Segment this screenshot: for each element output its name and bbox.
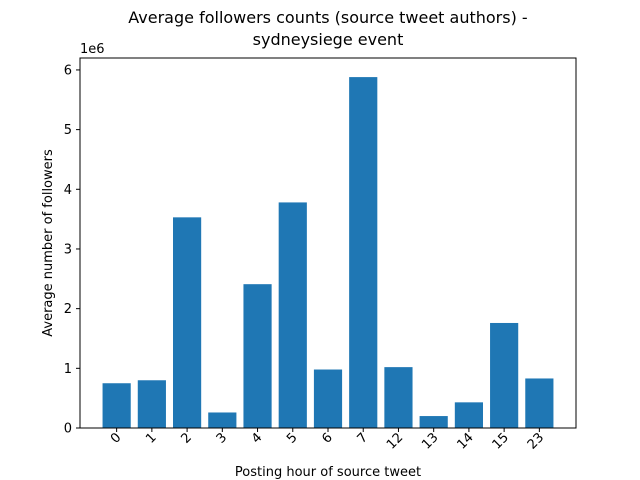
chart-title-line-1: Average followers counts (source tweet a…	[128, 8, 527, 27]
y-tick-label: 1	[64, 362, 72, 377]
y-axis-label: Average number of followers	[41, 149, 56, 337]
bar-hour-5	[278, 202, 307, 428]
bar-hour-13	[419, 416, 448, 428]
x-tick-label: 3	[214, 430, 230, 446]
x-ticks-group: 0 1 2 3 4 5 6 7 12 13 14 15 23	[108, 428, 547, 453]
x-tick-label: 6	[319, 430, 335, 446]
y-ticks-group: 0 1 2 3 4 5 6	[64, 63, 80, 437]
bar-hour-2	[173, 217, 202, 428]
x-tick-label: 1	[143, 430, 159, 446]
y-tick-label: 5	[64, 123, 72, 138]
bar-hour-0	[102, 383, 131, 428]
y-tick-label: 3	[64, 242, 72, 257]
x-tick-label: 14	[454, 430, 476, 452]
bars-group	[102, 77, 554, 428]
x-tick-label: 13	[419, 430, 441, 452]
bar-hour-1	[137, 380, 166, 428]
y-tick-label: 6	[64, 63, 72, 78]
x-tick-label: 7	[355, 430, 371, 446]
plot-frame	[79, 57, 577, 429]
x-tick-label: 23	[525, 430, 547, 452]
y-tick-label: 2	[64, 302, 72, 317]
x-tick-label: 12	[384, 430, 406, 452]
bar-hour-14	[454, 402, 483, 428]
bar-hour-15	[490, 322, 519, 428]
bar-hour-3	[208, 412, 237, 428]
bar-hour-23	[525, 378, 554, 428]
y-axis-offset-label: 1e6	[80, 42, 105, 57]
x-axis-label: Posting hour of source tweet	[235, 465, 421, 480]
bar-hour-4	[243, 284, 272, 428]
chart-title-line-2: sydneysiege event	[253, 30, 404, 49]
x-tick-label: 5	[284, 430, 300, 446]
x-tick-label: 15	[490, 430, 512, 452]
x-tick-label: 2	[178, 430, 194, 446]
bar-hour-7	[349, 77, 378, 428]
y-tick-label: 4	[64, 183, 72, 198]
y-tick-label: 0	[64, 422, 72, 437]
bar-hour-6	[313, 369, 343, 428]
x-tick-label: 0	[108, 430, 124, 446]
x-tick-label: 4	[249, 430, 265, 446]
bar-hour-12	[384, 367, 413, 428]
